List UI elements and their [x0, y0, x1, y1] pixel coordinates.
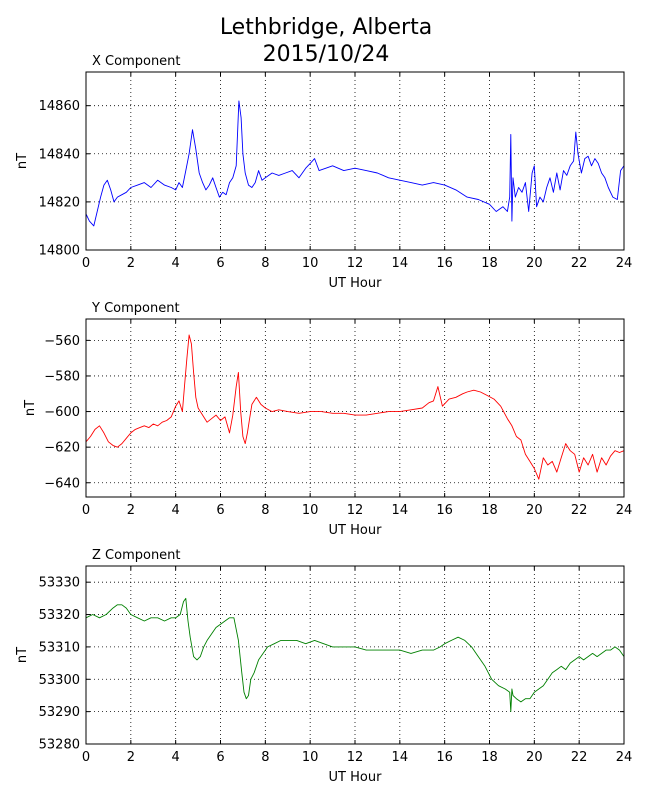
x-tick-label: 10: [302, 503, 319, 518]
y-tick-label: 14800: [39, 244, 80, 259]
x-tick-label: 24: [616, 750, 633, 765]
x-tick-label: 24: [616, 503, 633, 518]
y-tick-label: 14820: [39, 195, 80, 210]
y-tick-label: −560: [44, 334, 80, 349]
x-tick-label: 14: [392, 256, 409, 271]
x-tick-label: 2: [127, 750, 135, 765]
y-tick-label: −640: [44, 476, 80, 491]
y-tick-label: 53330: [39, 576, 80, 591]
panel-title: Y Component: [91, 301, 180, 316]
x-tick-label: 20: [526, 750, 543, 765]
y-tick-label: 53290: [39, 705, 80, 720]
x-tick-label: 22: [571, 256, 588, 271]
x-tick-label: 0: [82, 750, 90, 765]
x-tick-label: 18: [481, 750, 498, 765]
x-tick-label: 0: [82, 256, 90, 271]
x-tick-label: 20: [526, 256, 543, 271]
y-tick-label: 53280: [39, 738, 80, 753]
x-tick-label: 2: [127, 256, 135, 271]
series-line-2-1: [85, 334, 625, 480]
x-axis-label: UT Hour: [329, 276, 383, 291]
x-tick-label: 4: [172, 750, 180, 765]
x-tick-label: 8: [261, 503, 269, 518]
x-tick-label: 18: [481, 503, 498, 518]
x-tick-label: 8: [261, 256, 269, 271]
y-axis-label: nT: [15, 647, 30, 663]
x-tick-label: 18: [481, 256, 498, 271]
x-tick-label: 14: [392, 750, 409, 765]
figure-title-line2: 2015/10/24: [263, 42, 390, 67]
series-line-3-1: [85, 597, 625, 713]
x-tick-label: 6: [216, 503, 224, 518]
panel-2: 0 2 4 6 8 10 12 14 16 18 20 22 24−640−620−600−580−56…: [23, 301, 632, 538]
x-tick-label: 10: [302, 256, 319, 271]
x-tick-label: 12: [347, 750, 364, 765]
x-axis-label: UT Hour: [329, 523, 383, 538]
panel-title: X Component: [92, 54, 181, 69]
panel-title: Z Component: [92, 548, 181, 563]
y-tick-label: 53300: [39, 673, 80, 688]
x-tick-label: 4: [172, 256, 180, 271]
x-tick-label: 14: [392, 503, 409, 518]
y-axis-label: nT: [15, 153, 30, 169]
x-tick-label: 16: [436, 750, 453, 765]
y-tick-label: −620: [44, 441, 80, 456]
x-tick-label: 12: [347, 503, 364, 518]
x-tick-label: 0: [82, 503, 90, 518]
y-tick-label: 53320: [39, 608, 80, 623]
x-tick-label: 22: [571, 750, 588, 765]
y-tick-label: 53310: [39, 640, 80, 655]
panel-1: 0 2 4 6 8 10 12 14 16 18 20 22 241480014820148401486…: [15, 54, 632, 291]
y-tick-label: 14860: [39, 99, 80, 114]
x-tick-label: 16: [436, 256, 453, 271]
figure-title-line1: Lethbridge, Alberta: [220, 15, 432, 40]
x-tick-label: 10: [302, 750, 319, 765]
x-tick-label: 8: [261, 750, 269, 765]
x-tick-label: 24: [616, 256, 633, 271]
x-tick-label: 4: [172, 503, 180, 518]
panel-3: 0 2 4 6 8 10 12 14 16 18 20 22 245328053290533005331…: [15, 548, 632, 785]
x-tick-label: 20: [526, 503, 543, 518]
x-axis-label: UT Hour: [329, 770, 383, 785]
y-tick-label: −580: [44, 369, 80, 384]
y-tick-label: 14840: [39, 147, 80, 162]
x-tick-label: 2: [127, 503, 135, 518]
y-axis-label: nT: [23, 400, 38, 416]
series-line-1-1: [85, 100, 625, 227]
y-tick-label: −600: [44, 405, 80, 420]
x-tick-label: 22: [571, 503, 588, 518]
x-tick-label: 6: [216, 256, 224, 271]
x-tick-label: 16: [436, 503, 453, 518]
x-tick-label: 12: [347, 256, 364, 271]
x-tick-label: 6: [216, 750, 224, 765]
panels: 0 2 4 6 8 10 12 14 16 18 20 22 241480014820148401486…: [15, 54, 632, 785]
